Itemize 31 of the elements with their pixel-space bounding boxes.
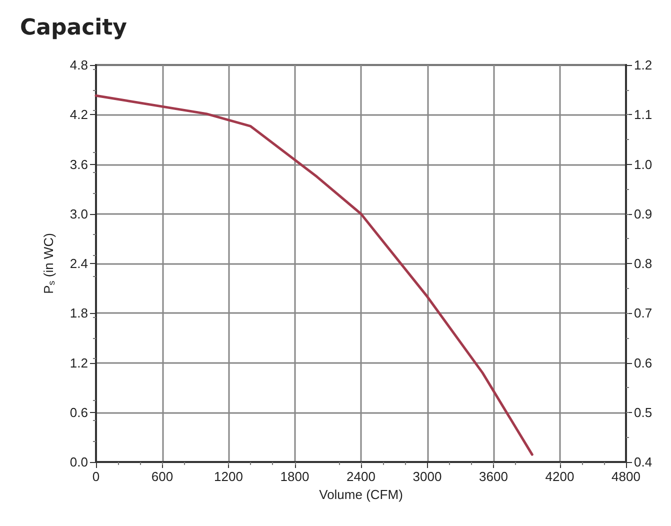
y-tick-label: 0.0	[70, 454, 88, 470]
y2-tick-label: 0.6	[634, 355, 652, 370]
x-tick-label: 2400	[346, 469, 376, 484]
y2-tick-label: 1.0	[634, 156, 652, 172]
x-tick-label: 3000	[412, 469, 442, 484]
x-tick-label: 1200	[214, 469, 243, 484]
x-tick-label: 0	[92, 469, 100, 484]
y2-tick-label: 1.1	[634, 107, 652, 122]
y2-tick-label: 1.2	[634, 58, 652, 72]
y-axis-title: Ps (in WC)	[41, 233, 56, 294]
y2-tick-label: 0.5	[634, 404, 652, 420]
y-tick-label: 1.2	[70, 355, 88, 370]
chart-title: Capacity	[20, 16, 128, 40]
x-tick-label: 1800	[280, 469, 310, 484]
x-tick-label: 3600	[479, 469, 508, 484]
y-tick-label: 1.8	[70, 306, 88, 321]
line-series	[94, 94, 534, 456]
y-tick-label: 4.2	[70, 107, 88, 122]
y2-tick-label: 0.7	[634, 306, 652, 321]
x-tick-label: 600	[151, 469, 174, 484]
y-tick-label: 4.8	[70, 58, 88, 72]
y-tick-label: 0.6	[70, 404, 88, 420]
y2-tick-label: 0.4	[634, 454, 652, 470]
y-tick-label: 2.4	[70, 256, 88, 271]
y-tick-label: 3.6	[70, 156, 88, 172]
y2-tick-label: 0.9	[634, 206, 652, 222]
x-tick-label: 4200	[545, 469, 574, 484]
x-tick-label: 4800	[612, 469, 640, 484]
x-axis-title: Volume (CFM)	[319, 486, 403, 502]
y2-tick-label: 0.8	[634, 256, 652, 271]
y-tick-label: 3.0	[70, 206, 88, 222]
